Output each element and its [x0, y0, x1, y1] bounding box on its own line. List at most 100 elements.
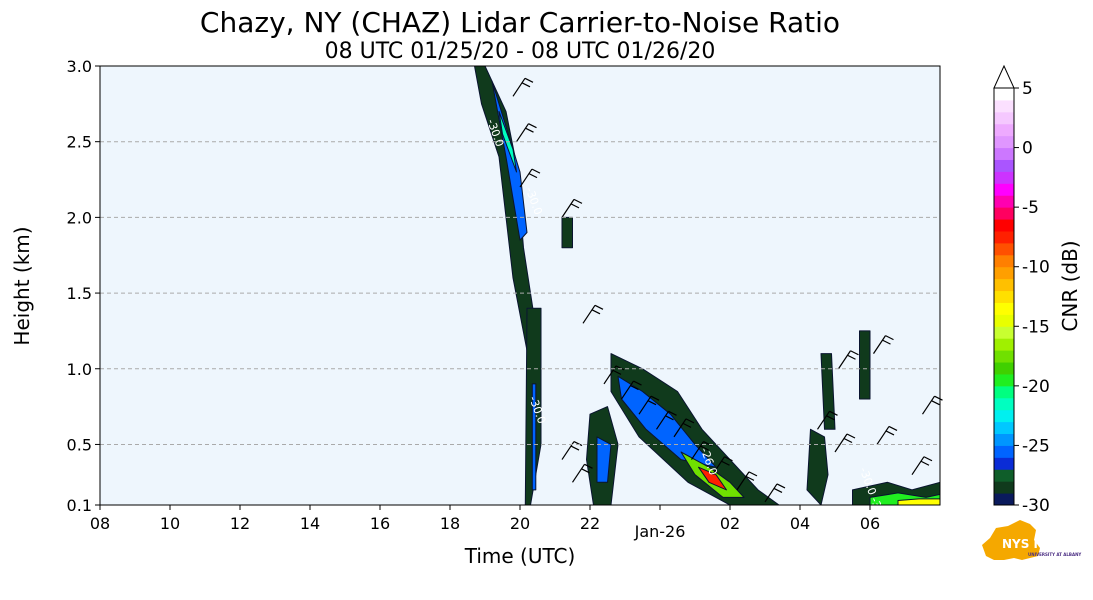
new-york-state-icon: [982, 520, 1040, 560]
y-tick-label: 2.0: [67, 208, 92, 227]
colorbar-bin: [994, 111, 1014, 125]
colorbar-bin: [994, 314, 1014, 327]
colorbar: 5 0 -5 -10 -15 -20 -25 -30: [993, 64, 1050, 516]
colorbar-tick-label: -15: [1022, 317, 1050, 337]
grid-lines: [100, 141, 940, 445]
colorbar-bin: [994, 326, 1014, 339]
colorbar-bin: [994, 493, 1014, 506]
colorbar-bin: [994, 421, 1014, 435]
colorbar-tick-label: -25: [1022, 436, 1050, 456]
y-axis-label: Height (km): [10, 226, 34, 345]
x-tick-label: 14: [300, 514, 320, 533]
colorbar-frame: [993, 87, 1015, 506]
colorbar-bin: [994, 99, 1014, 113]
colorbar-bin: [994, 481, 1014, 494]
wind-barb: [673, 418, 695, 438]
wind-barb: [922, 395, 943, 415]
colorbar-bin: [994, 362, 1014, 375]
colorbar-bin: [994, 266, 1014, 280]
wind-barb: [736, 471, 758, 491]
cnr-region: [897, 498, 941, 506]
cnr-region: [561, 216, 573, 249]
x-tick-label: 04: [790, 514, 810, 533]
colorbar-tick-label: 5: [1022, 79, 1033, 99]
colorbar-bin: [994, 207, 1014, 220]
colorbar-bin: [994, 159, 1014, 172]
cnr-region: [820, 353, 836, 430]
y-tick-label: 3.0: [67, 57, 92, 76]
x-tick-label: 12: [230, 514, 250, 533]
x-tick-label: 16: [370, 514, 390, 533]
chart-title: Chazy, NY (CHAZ) Lidar Carrier-to-Noise …: [200, 6, 840, 39]
x-tick-label: 10: [160, 514, 180, 533]
x-tick-label: 06: [860, 514, 880, 533]
colorbar-bin: [994, 397, 1014, 411]
wind-barb: [512, 77, 534, 97]
colorbar-bin: [994, 385, 1014, 399]
x-tick-label: 22: [580, 514, 600, 533]
colorbar-tick-label: 0: [1022, 139, 1033, 159]
wind-barb: [876, 425, 898, 445]
wind-barb: [911, 456, 933, 476]
x-tick-label: 08: [90, 514, 110, 533]
colorbar-bin: [994, 195, 1014, 208]
y-tick-label: 1.0: [67, 360, 92, 379]
colorbar-tick-label: -30: [1022, 496, 1050, 516]
x-tick-label: 18: [440, 514, 460, 533]
colorbar-bin: [994, 457, 1014, 470]
chart-subtitle: 08 UTC 01/25/20 - 08 UTC 01/26/20: [325, 39, 716, 64]
colorbar-bin: [994, 350, 1014, 363]
wind-barb: [561, 198, 583, 218]
wind-barb: [621, 380, 642, 400]
cnr-region: [698, 466, 727, 491]
colorbar-bin: [994, 469, 1014, 482]
colorbar-tick-label: -20: [1022, 377, 1050, 397]
y-tick-label: 2.5: [67, 133, 92, 152]
colorbar-bin: [994, 230, 1014, 244]
colorbar-bin: [994, 242, 1014, 256]
cnr-region: [596, 436, 612, 483]
wind-barb: [838, 350, 859, 370]
colorbar-bin: [994, 135, 1014, 149]
colorbar-bin: [994, 409, 1014, 423]
colorbar-bin: [994, 183, 1014, 196]
colorbar-bin: [994, 123, 1014, 137]
colorbar-tick-label: -5: [1022, 198, 1039, 218]
wind-barb: [834, 433, 856, 453]
colorbar-bin: [994, 290, 1014, 303]
colorbar-bin: [994, 373, 1014, 387]
cnr-region: [531, 383, 537, 491]
x-axis-label: Time (UTC): [464, 544, 576, 568]
wind-barb: [572, 463, 593, 483]
colorbar-label: CNR (dB): [1058, 240, 1082, 331]
logo-sub-text: UNIVERSITY AT ALBANY: [1028, 552, 1081, 557]
colorbar-bin: [994, 219, 1014, 232]
wind-barb: [712, 456, 733, 476]
cnr-region: [806, 428, 829, 506]
y-tick-label: 0.5: [67, 435, 92, 454]
colorbar-bin: [994, 278, 1014, 292]
wind-barb: [873, 335, 894, 354]
wind-barb: [519, 168, 541, 188]
y-tick-label: 1.5: [67, 284, 92, 303]
colorbar-bin: [994, 147, 1014, 160]
x-tick-label: Jan-26: [634, 522, 686, 541]
x-axis-ticks: 08 10 12 14 16 18 20 22 Jan-26 02 04 06: [90, 505, 880, 541]
cnr-region: [859, 330, 871, 400]
wind-barb: [817, 410, 838, 430]
wind-barb: [638, 395, 660, 415]
y-tick-label: 0.1: [67, 496, 92, 515]
colorbar-bin: [994, 254, 1014, 268]
wind-barb: [582, 304, 604, 324]
y-axis-ticks: 0.1 0.5 1.0 1.5 2.0 2.5 3.0: [67, 57, 100, 515]
colorbar-bin: [994, 302, 1014, 315]
colorbar-bin: [994, 338, 1014, 351]
colorbar-bin: [994, 433, 1014, 446]
x-tick-label: 20: [510, 514, 530, 533]
wind-barb: [764, 483, 786, 503]
colorbar-tick-label: -10: [1022, 258, 1050, 278]
colorbar-extend-arrow: [993, 64, 1015, 89]
x-tick-label: 02: [720, 514, 740, 533]
colorbar-bin: [994, 445, 1014, 458]
